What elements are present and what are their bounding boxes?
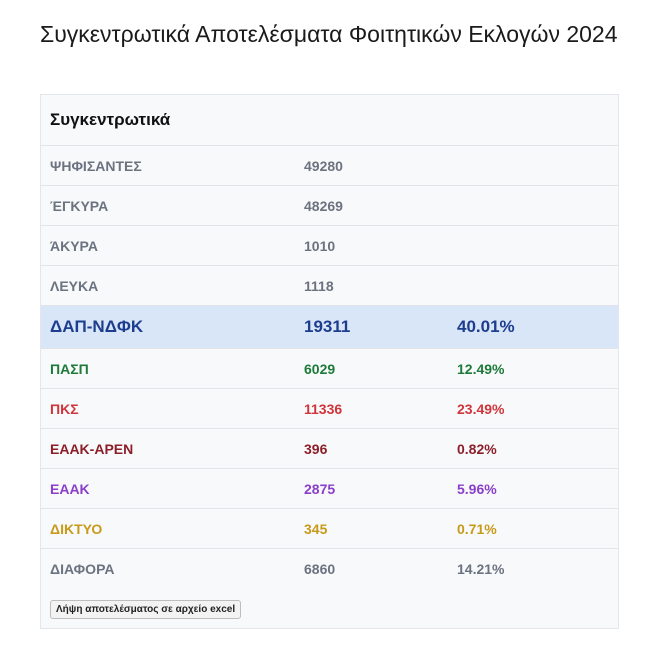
row-percent: 5.96% xyxy=(457,468,618,509)
results-table: ΨΗΦΙΣΑΝΤΕΣ 49280 ΈΓΚΥΡΑ 48269 ΆΚΥΡΑ 1010… xyxy=(41,145,618,588)
row-percent: 12.49% xyxy=(457,348,618,389)
row-percent xyxy=(457,185,618,226)
row-label: ΠΑΣΠ xyxy=(41,348,304,389)
table-row-diafora: ΔΙΑΦΟΡΑ 6860 14.21% xyxy=(41,548,618,588)
row-votes: 6029 xyxy=(304,348,457,389)
row-votes: 396 xyxy=(304,428,457,469)
page-title: Συγκεντρωτικά Αποτελέσματα Φοιτητικών Εκ… xyxy=(40,21,618,47)
table-row-eaak-aren: ΕΑΑΚ-ΑΡΕΝ 396 0.82% xyxy=(41,428,618,469)
row-votes: 48269 xyxy=(304,185,457,226)
row-label: ΠΚΣ xyxy=(41,388,304,429)
row-votes: 345 xyxy=(304,508,457,549)
table-row-pasp: ΠΑΣΠ 6029 12.49% xyxy=(41,348,618,389)
row-votes: 1010 xyxy=(304,225,457,266)
table-row-voters: ΨΗΦΙΣΑΝΤΕΣ 49280 xyxy=(41,145,618,186)
row-label: ΆΚΥΡΑ xyxy=(41,225,304,266)
table-row-diktyo: ΔΙΚΤΥΟ 345 0.71% xyxy=(41,508,618,549)
table-row-valid: ΈΓΚΥΡΑ 48269 xyxy=(41,185,618,226)
row-label: ΔΑΠ-ΝΔΦΚ xyxy=(41,305,304,349)
row-percent: 14.21% xyxy=(457,548,618,588)
row-percent: 23.49% xyxy=(457,388,618,429)
results-panel: Συγκεντρωτικά ΨΗΦΙΣΑΝΤΕΣ 49280 ΈΓΚΥΡΑ 48… xyxy=(40,94,619,629)
download-area: Λήψη αποτελέσματος σε αρχείο excel xyxy=(41,588,618,619)
row-label: ΈΓΚΥΡΑ xyxy=(41,185,304,226)
row-votes: 11336 xyxy=(304,388,457,429)
table-row-pks: ΠΚΣ 11336 23.49% xyxy=(41,388,618,429)
row-votes: 2875 xyxy=(304,468,457,509)
row-votes: 1118 xyxy=(304,265,457,306)
table-row-eaak: ΕΑΑΚ 2875 5.96% xyxy=(41,468,618,509)
table-row-invalid: ΆΚΥΡΑ 1010 xyxy=(41,225,618,266)
row-percent xyxy=(457,225,618,266)
row-votes: 19311 xyxy=(304,305,457,349)
row-percent: 40.01% xyxy=(457,305,618,349)
panel-title: Συγκεντρωτικά xyxy=(50,110,171,129)
row-votes: 6860 xyxy=(304,548,457,588)
row-label: ΨΗΦΙΣΑΝΤΕΣ xyxy=(41,145,304,186)
row-percent xyxy=(457,145,618,186)
row-label: ΔΙΑΦΟΡΑ xyxy=(41,548,304,588)
download-excel-button[interactable]: Λήψη αποτελέσματος σε αρχείο excel xyxy=(50,600,242,619)
row-percent xyxy=(457,265,618,306)
row-label: ΔΙΚΤΥΟ xyxy=(41,508,304,549)
row-percent: 0.71% xyxy=(457,508,618,549)
row-percent: 0.82% xyxy=(457,428,618,469)
table-row-blank: ΛΕΥΚΑ 1118 xyxy=(41,265,618,306)
row-label: ΕΑΑΚ-ΑΡΕΝ xyxy=(41,428,304,469)
row-votes: 49280 xyxy=(304,145,457,186)
row-label: ΕΑΑΚ xyxy=(41,468,304,509)
table-row-dap: ΔΑΠ-ΝΔΦΚ 19311 40.01% xyxy=(41,305,618,349)
row-label: ΛΕΥΚΑ xyxy=(41,265,304,306)
